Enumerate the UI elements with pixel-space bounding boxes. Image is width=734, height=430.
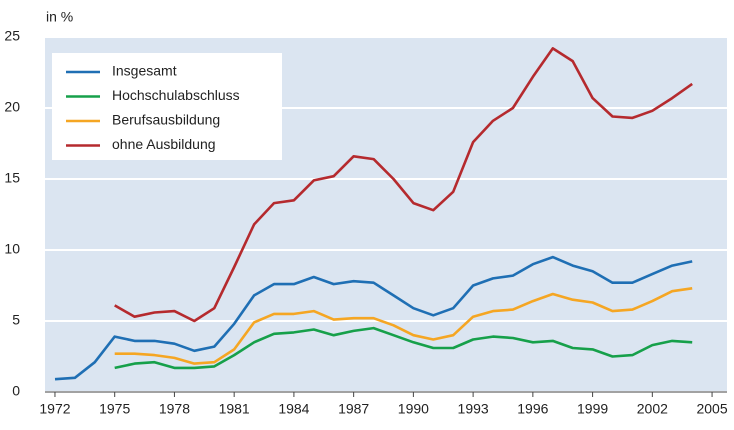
x-tick-label: 2002: [637, 401, 668, 417]
y-tick-label: 10: [4, 241, 20, 257]
x-tick-label: 1999: [577, 401, 608, 417]
x-tick-label: 1987: [338, 401, 369, 417]
x-tick-label: 1972: [39, 401, 70, 417]
x-tick-label: 1993: [458, 401, 489, 417]
y-tick-label: 5: [12, 312, 20, 328]
legend-label: Insgesamt: [112, 63, 177, 79]
line: [114, 47, 693, 323]
y-tick-label: 0: [12, 383, 20, 399]
legend-label: ohne Ausbildung: [112, 136, 216, 152]
x-tick-label: 1990: [398, 401, 429, 417]
line: [54, 255, 693, 381]
x-tick-label: 1996: [517, 401, 548, 417]
legend-label: Berufsausbildung: [112, 112, 220, 128]
x-tick-label: 2005: [696, 401, 727, 417]
y-tick-label: 15: [4, 170, 20, 186]
legend-label: Hochschulabschluss: [112, 87, 240, 103]
x-tick-label: 1981: [219, 401, 250, 417]
x-tick-label: 1984: [278, 401, 309, 417]
x-tick-label: 1978: [159, 401, 190, 417]
line: [114, 287, 693, 365]
y-tick-label: 25: [4, 28, 20, 44]
y-tick-label: 20: [4, 99, 20, 115]
y-axis-label: in %: [46, 9, 73, 25]
x-tick-label: 1975: [99, 401, 130, 417]
line: [114, 326, 693, 370]
